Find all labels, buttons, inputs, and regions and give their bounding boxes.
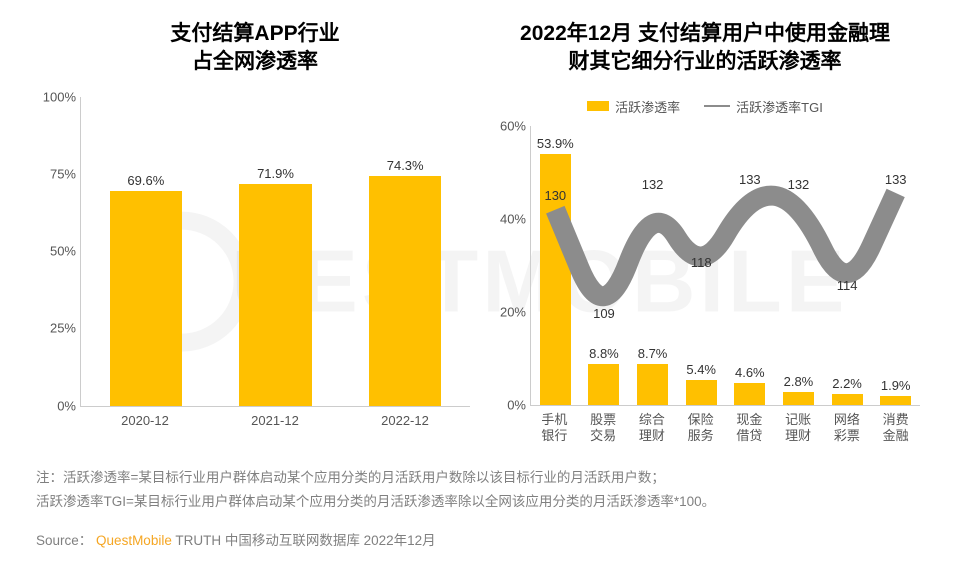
legend-line-item: 活跃渗透率TGI	[704, 97, 823, 116]
xaxis-label: 现金 借贷	[725, 412, 774, 445]
xaxis-label: 2020-12	[80, 413, 210, 429]
source-line: Source： QuestMobile TRUTH 中国移动互联网数据库 202…	[36, 529, 924, 553]
legend-bar-item: 活跃渗透率	[587, 97, 680, 116]
bar-value-label: 4.6%	[735, 365, 765, 380]
ytick-label: 25%	[31, 321, 76, 336]
bar-rect	[369, 176, 442, 406]
bar-slot: 8.7%	[628, 126, 677, 405]
xaxis-label: 综合 理财	[628, 412, 677, 445]
xaxis-label: 2022-12	[340, 413, 470, 429]
source-brand: QuestMobile	[96, 533, 172, 548]
left-chart-xaxis: 2020-122021-122022-12	[80, 413, 470, 429]
right-chart-title: 2022年12月 支付结算用户中使用金融理 财其它细分行业的活跃渗透率	[480, 20, 930, 77]
footnote-prefix: 注：	[36, 470, 63, 485]
right-chart-bars: 53.9% 8.8% 8.7% 5.4% 4.6% 2.8% 2.2% 1.9%	[531, 126, 920, 405]
charts-row: 支付结算APP行业 占全网渗透率 69.6% 71.9% 74.3% 0% 25% 50…	[0, 0, 960, 444]
xaxis-label: 股票 交易	[579, 412, 628, 445]
bar-value-label: 69.6%	[127, 173, 164, 188]
ytick-label: 20%	[481, 304, 526, 319]
xaxis-label: 消费 金融	[871, 412, 920, 445]
ytick-label: 0%	[31, 398, 76, 413]
legend-bar-label: 活跃渗透率	[615, 97, 680, 116]
bar-slot: 2.2%	[823, 126, 872, 405]
legend-line-swatch	[704, 105, 730, 107]
bar-slot: 74.3%	[340, 97, 470, 406]
bar-rect	[783, 392, 814, 405]
left-chart-panel: 支付结算APP行业 占全网渗透率 69.6% 71.9% 74.3% 0% 25% 50…	[30, 20, 480, 444]
bar-value-label: 5.4%	[686, 362, 716, 377]
bar-slot: 2.8%	[774, 126, 823, 405]
source-prefix: Source：	[36, 533, 92, 548]
ytick-label: 0%	[481, 397, 526, 412]
bar-slot: 8.8%	[580, 126, 629, 405]
line-value-label: 130	[544, 188, 566, 203]
line-value-label: 132	[788, 177, 810, 192]
bar-value-label: 53.9%	[537, 136, 574, 151]
legend-bar-swatch	[587, 101, 609, 111]
bar-slot: 71.9%	[211, 97, 341, 406]
line-value-label: 132	[642, 177, 664, 192]
right-chart-legend: 活跃渗透率 活跃渗透率TGI	[480, 97, 930, 116]
right-chart-plot: 53.9%8.8%8.7%5.4%4.6%2.8%2.2%1.9% 0%20%4…	[530, 126, 920, 406]
left-chart-bars: 69.6% 71.9% 74.3%	[81, 97, 470, 406]
line-value-label: 133	[885, 172, 907, 187]
right-chart-xaxis: 手机 银行股票 交易综合 理财保险 服务现金 借贷记账 理财网络 彩票消费 金融	[530, 412, 920, 445]
bar-value-label: 2.8%	[784, 374, 814, 389]
bar-rect	[880, 396, 911, 405]
footer: 注：活跃渗透率=某目标行业用户群体启动某个应用分类的月活跃用户数除以该目标行业的…	[0, 444, 960, 553]
xaxis-label: 记账 理财	[774, 412, 823, 445]
ytick-label: 100%	[31, 89, 76, 104]
bar-slot: 4.6%	[726, 126, 775, 405]
legend-line-label: 活跃渗透率TGI	[736, 97, 823, 116]
left-chart-title: 支付结算APP行业 占全网渗透率	[30, 20, 480, 77]
bar-rect	[734, 383, 765, 404]
line-value-label: 133	[739, 172, 761, 187]
xaxis-label: 保险 服务	[676, 412, 725, 445]
bar-rect	[239, 184, 312, 406]
bar-rect	[686, 380, 717, 405]
ytick-label: 40%	[481, 211, 526, 226]
bar-slot: 53.9%	[531, 126, 580, 405]
xaxis-label: 手机 银行	[530, 412, 579, 445]
bar-value-label: 8.8%	[589, 346, 619, 361]
bar-slot: 1.9%	[871, 126, 920, 405]
left-chart-plot: 69.6%71.9%74.3% 0%25%50%75%100%	[80, 97, 470, 407]
bar-value-label: 74.3%	[387, 158, 424, 173]
ytick-label: 50%	[31, 244, 76, 259]
line-value-label: 109	[593, 306, 615, 321]
bar-rect	[110, 191, 183, 406]
bar-rect	[588, 364, 619, 405]
ytick-label: 60%	[481, 118, 526, 133]
line-value-label: 118	[691, 255, 712, 270]
bar-rect	[637, 364, 668, 404]
footnote-line2: 活跃渗透率TGI=某目标行业用户群体启动某个应用分类的月活跃渗透率除以全网该应用…	[36, 490, 924, 514]
xaxis-label: 2021-12	[210, 413, 340, 429]
right-chart-panel: 2022年12月 支付结算用户中使用金融理 财其它细分行业的活跃渗透率 活跃渗透…	[480, 20, 930, 444]
bar-rect	[832, 394, 863, 404]
footnote-text1: 活跃渗透率=某目标行业用户群体启动某个应用分类的月活跃用户数除以该目标行业的月活…	[63, 470, 665, 485]
bar-value-label: 1.9%	[881, 378, 911, 393]
footnote-line1: 注：活跃渗透率=某目标行业用户群体启动某个应用分类的月活跃用户数除以该目标行业的…	[36, 466, 924, 490]
line-value-label: 114	[837, 278, 858, 293]
bar-value-label: 71.9%	[257, 166, 294, 181]
bar-slot: 69.6%	[81, 97, 211, 406]
bar-value-label: 2.2%	[832, 376, 862, 391]
bar-value-label: 8.7%	[638, 346, 668, 361]
xaxis-label: 网络 彩票	[823, 412, 872, 445]
ytick-label: 75%	[31, 166, 76, 181]
source-rest: TRUTH 中国移动互联网数据库 2022年12月	[175, 533, 435, 548]
